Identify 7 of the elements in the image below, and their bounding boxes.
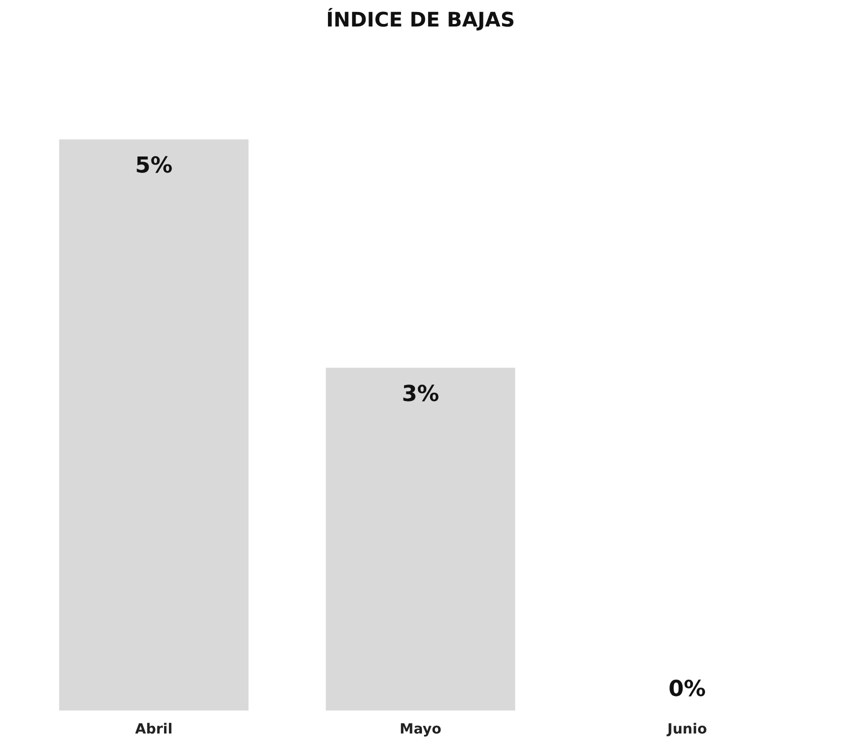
data-label: 5% xyxy=(135,154,173,179)
data-label: 3% xyxy=(402,382,440,408)
x-tick-label: Abril xyxy=(135,722,173,738)
x-tick-label: Junio xyxy=(666,722,708,738)
x-tick-label: Mayo xyxy=(400,722,442,738)
chart-title: ÍNDICE DE BAJAS xyxy=(326,8,515,32)
data-label: 0% xyxy=(668,676,706,702)
